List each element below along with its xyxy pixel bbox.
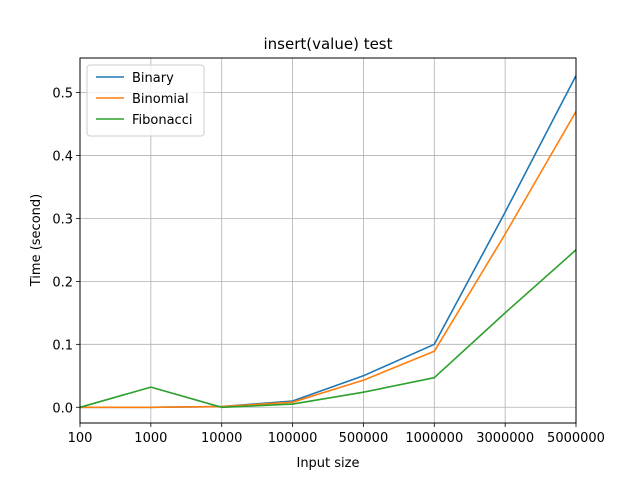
x-tick-label: 500000 [339, 431, 389, 446]
x-tick-label: 5000000 [547, 431, 605, 446]
x-tick-label: 10000 [201, 431, 242, 446]
y-tick-label: 0.1 [52, 338, 73, 353]
x-tick-label: 100000 [268, 431, 318, 446]
x-axis-label: Input size [296, 456, 359, 471]
y-tick-label: 0.0 [52, 401, 73, 416]
y-tick-label: 0.4 [52, 150, 73, 165]
y-tick-label: 0.3 [52, 212, 73, 227]
y-tick-label: 0.2 [52, 275, 73, 290]
x-tick-label: 100 [68, 431, 93, 446]
series-line-binomial [80, 111, 577, 409]
legend-label: Binary [132, 71, 174, 86]
legend-label: Binomial [132, 92, 189, 107]
y-tick-label: 0.5 [52, 87, 73, 102]
series-line-fibonacci [79, 249, 577, 409]
chart-title: insert(value) test [263, 35, 392, 53]
x-tick-label: 1000000 [405, 431, 463, 446]
x-axis-ticks: 100 1000 10000 100000 500000 1000000 3000000 50… [68, 423, 605, 446]
plot-frame [79, 57, 577, 424]
y-axis-label: Time (second) [29, 194, 44, 287]
y-axis-ticks: 0.0 0.1 0.2 0.3 0.4 0.5 [52, 87, 80, 416]
x-tick-label: 3000000 [476, 431, 534, 446]
legend-label: Fibonacci [132, 113, 192, 128]
series-lines [79, 75, 577, 409]
legend: Binary Binomial Fibonacci [86, 64, 205, 137]
x-tick-label: 1000 [134, 431, 167, 446]
